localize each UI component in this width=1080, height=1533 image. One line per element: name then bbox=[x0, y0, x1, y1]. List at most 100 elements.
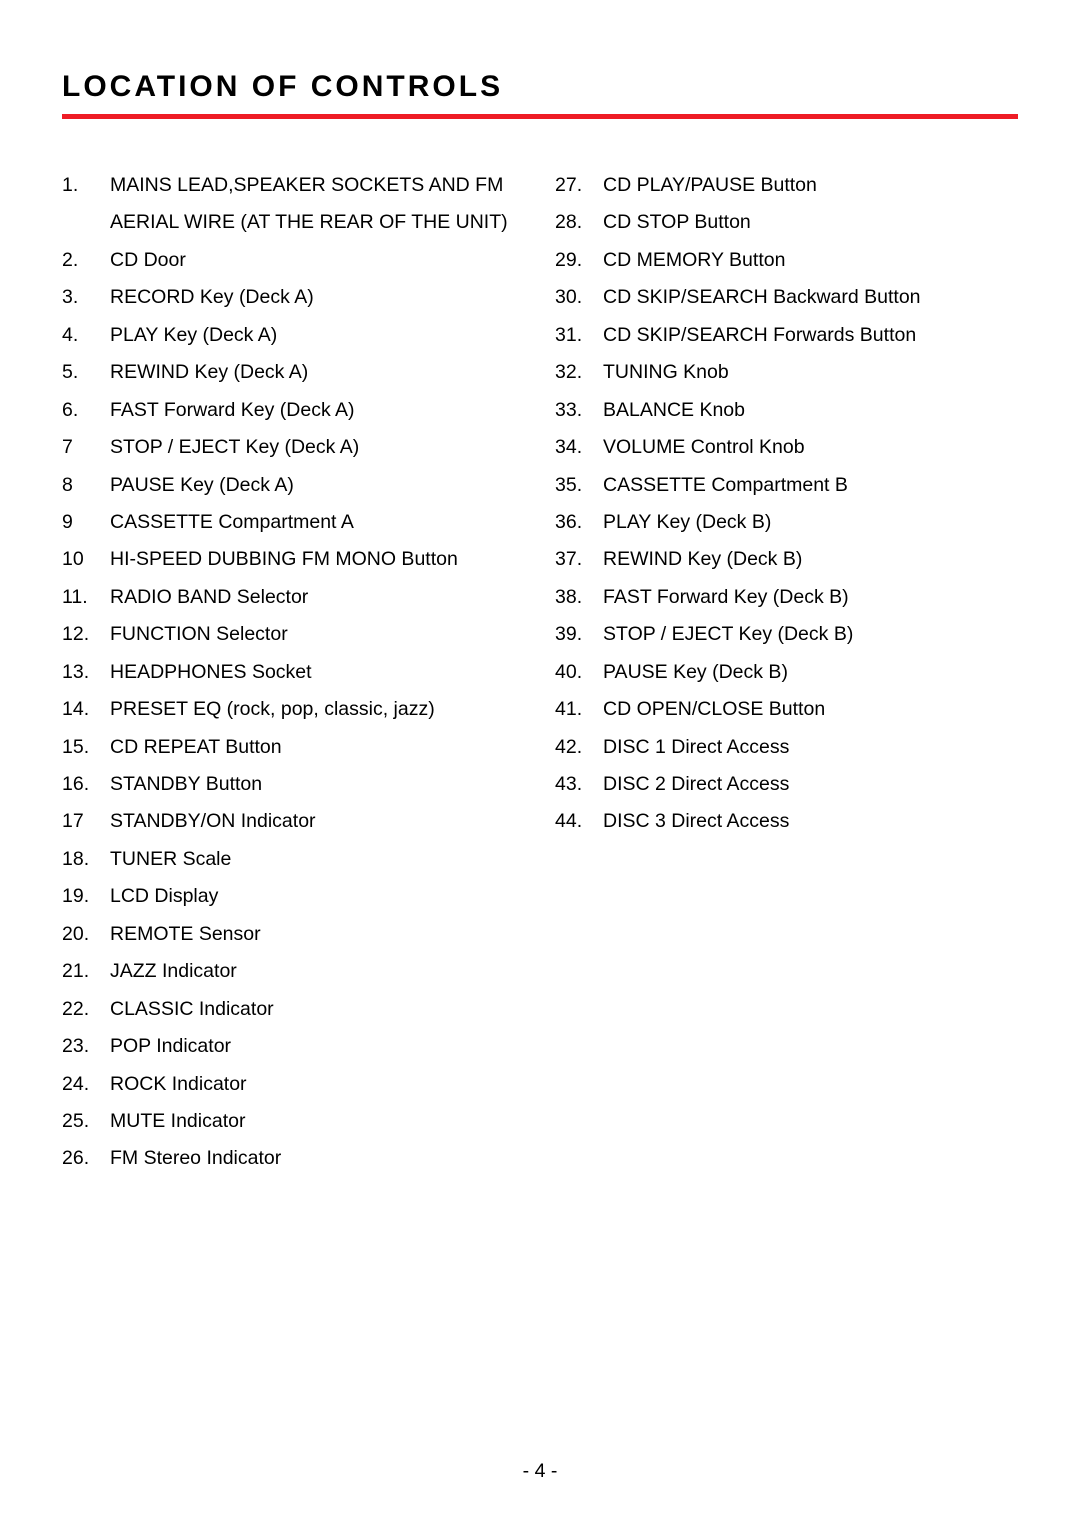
item-number: 32. bbox=[555, 354, 603, 391]
item-number: 29. bbox=[555, 242, 603, 279]
list-item: 33.BALANCE Knob bbox=[555, 392, 1018, 429]
list-item: 11.RADIO BAND Selector bbox=[62, 579, 525, 616]
item-text: MUTE Indicator bbox=[110, 1103, 525, 1140]
item-number: 6. bbox=[62, 392, 110, 429]
item-text: REWIND Key (Deck B) bbox=[603, 541, 1018, 578]
list-item: 3.RECORD Key (Deck A) bbox=[62, 279, 525, 316]
list-item: 10HI-SPEED DUBBING FM MONO Button bbox=[62, 541, 525, 578]
item-text: STANDBY/ON Indicator bbox=[110, 803, 525, 840]
item-number: 42. bbox=[555, 729, 603, 766]
item-text: CD PLAY/PAUSE Button bbox=[603, 167, 1018, 204]
item-text: ROCK Indicator bbox=[110, 1066, 525, 1103]
item-number: 36. bbox=[555, 504, 603, 541]
item-number: 5. bbox=[62, 354, 110, 391]
item-number: 20. bbox=[62, 916, 110, 953]
item-text: PLAY Key (Deck B) bbox=[603, 504, 1018, 541]
item-number: 10 bbox=[62, 541, 110, 578]
list-item: 26.FM Stereo Indicator bbox=[62, 1140, 525, 1177]
item-text: PAUSE Key (Deck B) bbox=[603, 654, 1018, 691]
list-item: 34.VOLUME Control Knob bbox=[555, 429, 1018, 466]
item-text: REMOTE Sensor bbox=[110, 916, 525, 953]
item-number: 25. bbox=[62, 1103, 110, 1140]
item-number: 23. bbox=[62, 1028, 110, 1065]
item-number: 17 bbox=[62, 803, 110, 840]
item-text: CD OPEN/CLOSE Button bbox=[603, 691, 1018, 728]
list-item: 28.CD STOP Button bbox=[555, 204, 1018, 241]
item-number: 34. bbox=[555, 429, 603, 466]
item-text: HI-SPEED DUBBING FM MONO Button bbox=[110, 541, 525, 578]
list-item: 40.PAUSE Key (Deck B) bbox=[555, 654, 1018, 691]
item-number: 39. bbox=[555, 616, 603, 653]
item-text: STANDBY Button bbox=[110, 766, 525, 803]
content-columns: 1.MAINS LEAD,SPEAKER SOCKETS AND FM AERI… bbox=[62, 167, 1018, 1178]
list-item: 16.STANDBY Button bbox=[62, 766, 525, 803]
item-number: 18. bbox=[62, 841, 110, 878]
item-text: PAUSE Key (Deck A) bbox=[110, 467, 525, 504]
list-item: 29.CD MEMORY Button bbox=[555, 242, 1018, 279]
list-item: 9CASSETTE Compartment A bbox=[62, 504, 525, 541]
item-number: 37. bbox=[555, 541, 603, 578]
list-item: 39.STOP / EJECT Key (Deck B) bbox=[555, 616, 1018, 653]
item-number: 7 bbox=[62, 429, 110, 466]
item-text: CD REPEAT Button bbox=[110, 729, 525, 766]
item-text: DISC 2 Direct Access bbox=[603, 766, 1018, 803]
item-number: 11. bbox=[62, 579, 110, 616]
list-item: 23.POP Indicator bbox=[62, 1028, 525, 1065]
item-number: 38. bbox=[555, 579, 603, 616]
section-title: LOCATION OF CONTROLS bbox=[62, 70, 1018, 104]
list-item: 12.FUNCTION Selector bbox=[62, 616, 525, 653]
item-number: 16. bbox=[62, 766, 110, 803]
item-text: CASSETTE Compartment B bbox=[603, 467, 1018, 504]
list-item: 44.DISC 3 Direct Access bbox=[555, 803, 1018, 840]
item-number: 27. bbox=[555, 167, 603, 204]
item-number: 14. bbox=[62, 691, 110, 728]
item-text: CD MEMORY Button bbox=[603, 242, 1018, 279]
item-number: 2. bbox=[62, 242, 110, 279]
item-text: DISC 3 Direct Access bbox=[603, 803, 1018, 840]
list-item: 8PAUSE Key (Deck A) bbox=[62, 467, 525, 504]
item-text: REWIND Key (Deck A) bbox=[110, 354, 525, 391]
list-item: 6.FAST Forward Key (Deck A) bbox=[62, 392, 525, 429]
list-item: 22.CLASSIC Indicator bbox=[62, 991, 525, 1028]
item-number: 8 bbox=[62, 467, 110, 504]
list-item: 13.HEADPHONES Socket bbox=[62, 654, 525, 691]
item-text: LCD Display bbox=[110, 878, 525, 915]
item-number: 21. bbox=[62, 953, 110, 990]
list-item: 41.CD OPEN/CLOSE Button bbox=[555, 691, 1018, 728]
item-text: CLASSIC Indicator bbox=[110, 991, 525, 1028]
list-item: 42.DISC 1 Direct Access bbox=[555, 729, 1018, 766]
item-number: 28. bbox=[555, 204, 603, 241]
item-number: 9 bbox=[62, 504, 110, 541]
list-item: 35.CASSETTE Compartment B bbox=[555, 467, 1018, 504]
item-text: POP Indicator bbox=[110, 1028, 525, 1065]
item-number: 40. bbox=[555, 654, 603, 691]
item-text: STOP / EJECT Key (Deck A) bbox=[110, 429, 525, 466]
list-item: 17STANDBY/ON Indicator bbox=[62, 803, 525, 840]
item-number: 41. bbox=[555, 691, 603, 728]
list-item: 14.PRESET EQ (rock, pop, classic, jazz) bbox=[62, 691, 525, 728]
item-text: CD Door bbox=[110, 242, 525, 279]
list-item: 2.CD Door bbox=[62, 242, 525, 279]
list-item: 27.CD PLAY/PAUSE Button bbox=[555, 167, 1018, 204]
item-text: CD SKIP/SEARCH Backward Button bbox=[603, 279, 1018, 316]
list-item: 30.CD SKIP/SEARCH Backward Button bbox=[555, 279, 1018, 316]
item-number: 12. bbox=[62, 616, 110, 653]
list-item: 36.PLAY Key (Deck B) bbox=[555, 504, 1018, 541]
item-text: RADIO BAND Selector bbox=[110, 579, 525, 616]
item-number: 15. bbox=[62, 729, 110, 766]
item-text: TUNING Knob bbox=[603, 354, 1018, 391]
list-item: 43.DISC 2 Direct Access bbox=[555, 766, 1018, 803]
list-item: 19. LCD Display bbox=[62, 878, 525, 915]
left-column: 1.MAINS LEAD,SPEAKER SOCKETS AND FM AERI… bbox=[62, 167, 525, 1178]
list-item: 4.PLAY Key (Deck A) bbox=[62, 317, 525, 354]
item-text: FAST Forward Key (Deck A) bbox=[110, 392, 525, 429]
list-item: 25.MUTE Indicator bbox=[62, 1103, 525, 1140]
item-number: 13. bbox=[62, 654, 110, 691]
item-text: PRESET EQ (rock, pop, classic, jazz) bbox=[110, 691, 525, 728]
list-item: 1.MAINS LEAD,SPEAKER SOCKETS AND FM AERI… bbox=[62, 167, 525, 242]
list-item: 24.ROCK Indicator bbox=[62, 1066, 525, 1103]
item-text: TUNER Scale bbox=[110, 841, 525, 878]
item-text: FUNCTION Selector bbox=[110, 616, 525, 653]
item-text: CASSETTE Compartment A bbox=[110, 504, 525, 541]
list-item: 31.CD SKIP/SEARCH Forwards Button bbox=[555, 317, 1018, 354]
